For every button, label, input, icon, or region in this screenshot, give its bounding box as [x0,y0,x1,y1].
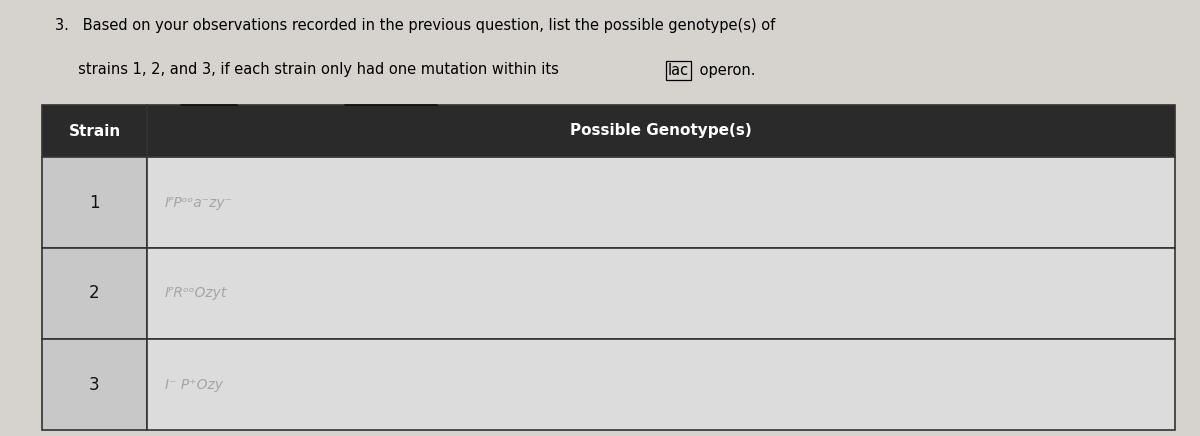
Bar [148,105,1175,157]
Text: strains 1, 2, and 3, if each strain only had one mutation within its: strains 1, 2, and 3, if each strain only… [55,62,559,77]
Bar [42,105,148,157]
Text: Strain: Strain [68,123,121,139]
Text: IᴾRᵒᵒOzyt: IᴾRᵒᵒOzyt [166,286,227,300]
Text: IᴾPᵒᵒa⁻zy⁻: IᴾPᵒᵒa⁻zy⁻ [166,195,233,210]
Bar [42,157,148,248]
Text: 1: 1 [89,194,100,211]
Text: I⁻ P⁺Ozy: I⁻ P⁺Ozy [166,378,223,392]
Bar [42,248,148,339]
Text: operon.: operon. [695,63,756,78]
Text: 3.   Based on your observations recorded in the previous question, list the poss: 3. Based on your observations recorded i… [55,18,775,33]
Bar [148,339,1175,430]
Bar [148,157,1175,248]
Bar [148,248,1175,339]
Text: Possible Genotype(s): Possible Genotype(s) [570,123,752,139]
Text: 2: 2 [89,285,100,303]
Bar [42,339,148,430]
Text: lac: lac [668,63,689,78]
Text: 3: 3 [89,375,100,394]
